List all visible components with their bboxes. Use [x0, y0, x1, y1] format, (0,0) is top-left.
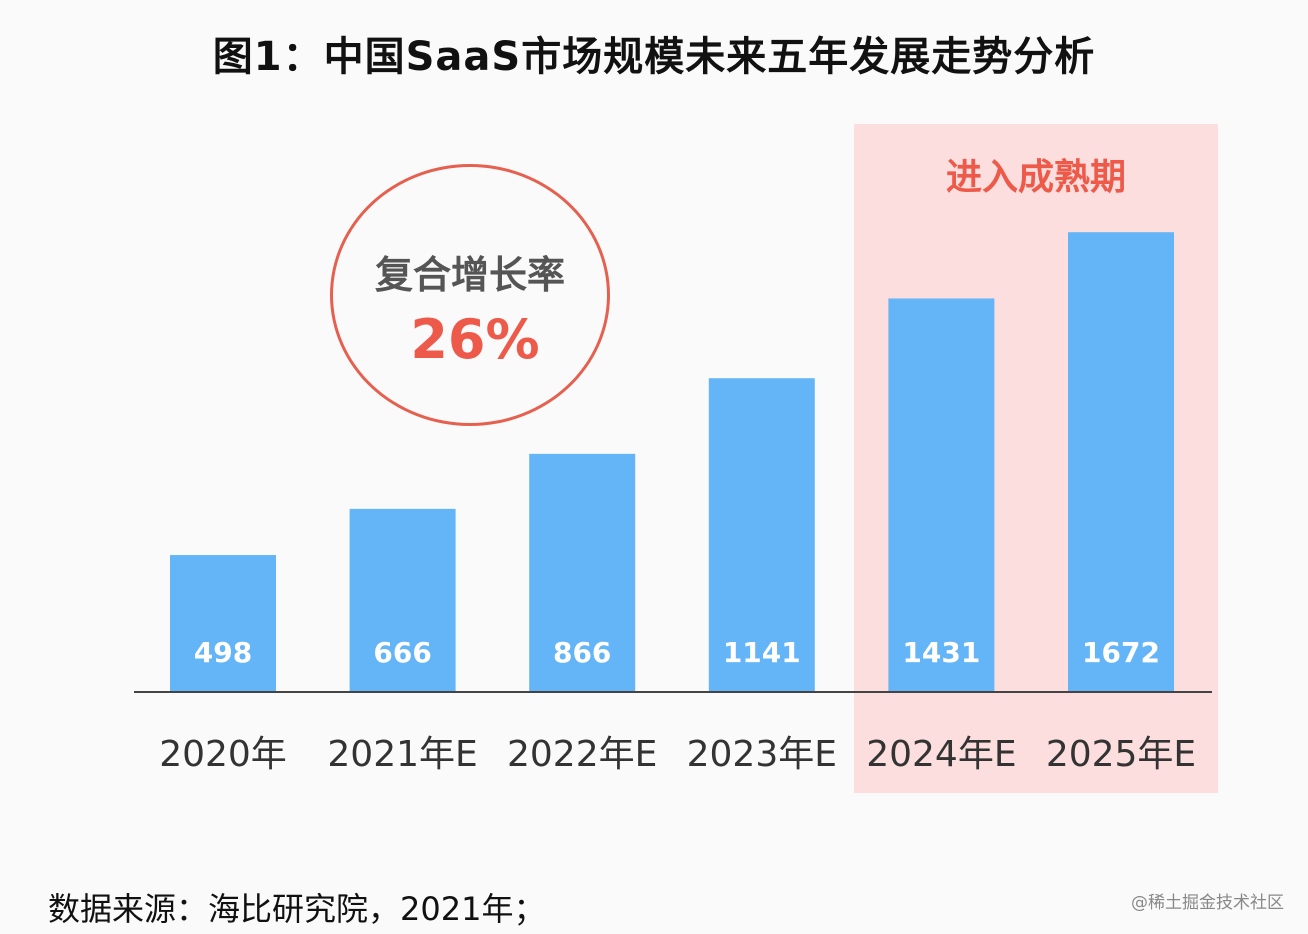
- category-label: 2021年E: [327, 734, 477, 775]
- source-note: 数据来源：海比研究院，2021年；: [48, 890, 546, 928]
- bar-2023年E: [708, 378, 815, 692]
- watermark: @稀土掘金技术社区: [1131, 893, 1284, 913]
- cagr-circle: [330, 164, 610, 426]
- category-label: 2020年: [159, 734, 287, 775]
- category-label: 2024年E: [866, 734, 1016, 775]
- bar-2021年E: [349, 508, 456, 692]
- bar-value-label: 1141: [723, 636, 801, 669]
- bar-value-label: 866: [553, 636, 611, 669]
- bar-value-label: 498: [194, 636, 252, 669]
- bar-2024年E: [888, 298, 995, 692]
- chart-title: 图1：中国SaaS市场规模未来五年发展走势分析: [212, 34, 1096, 80]
- category-label: 2022年E: [507, 734, 657, 775]
- cagr-value: 26%: [410, 308, 540, 371]
- bar-value-label: 1431: [902, 636, 980, 669]
- category-label: 2025年E: [1046, 734, 1196, 775]
- mature-period-label: 进入成熟期: [945, 157, 1126, 198]
- cagr-label: 复合增长率: [374, 253, 565, 297]
- bar-2025年E: [1068, 232, 1174, 692]
- bar-2022年E: [529, 453, 636, 692]
- bar-value-label: 1672: [1082, 636, 1160, 669]
- category-label: 2023年E: [687, 734, 837, 775]
- bar-value-label: 666: [373, 636, 431, 669]
- bar-2020年: [170, 555, 276, 692]
